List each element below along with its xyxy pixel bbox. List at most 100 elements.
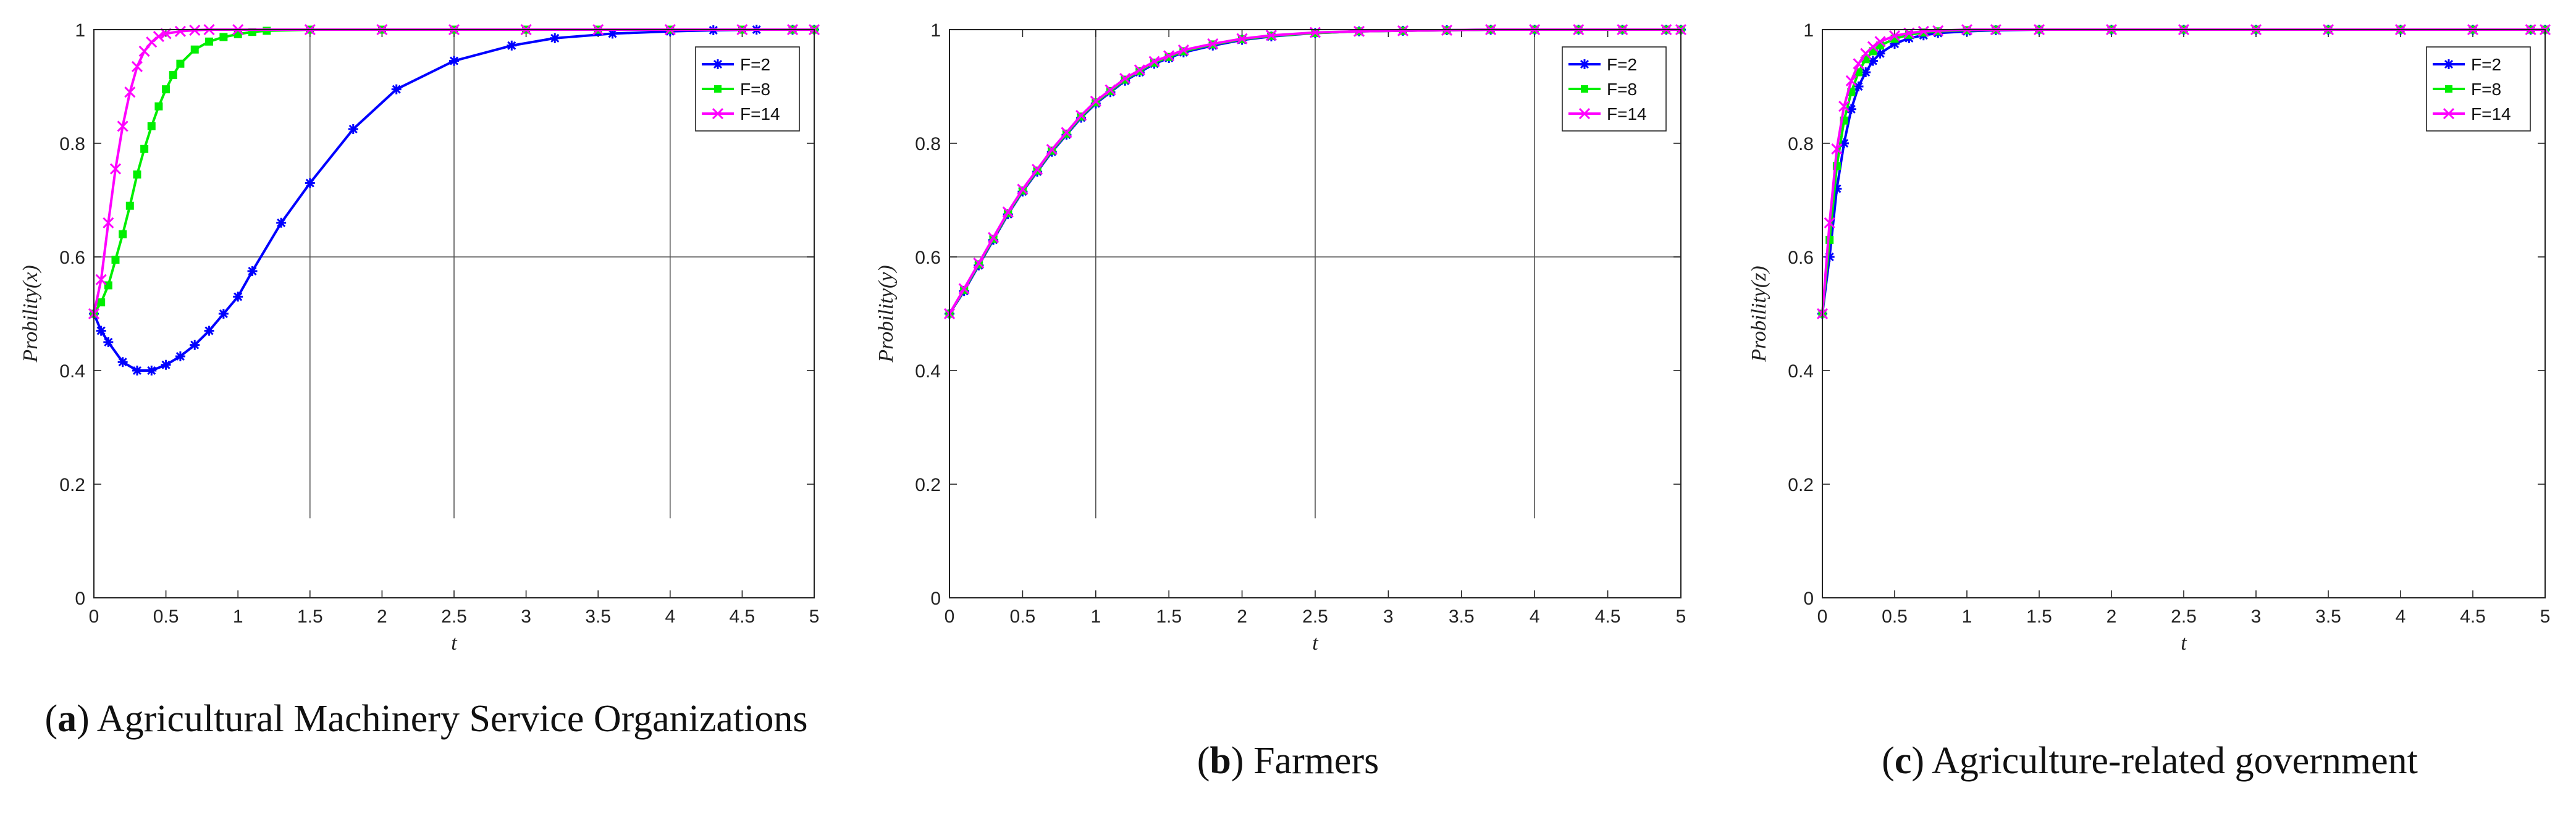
chart-c-series-f14-point <box>1845 75 1857 86</box>
chart-b-xtick-label: 2.5 <box>1302 606 1328 627</box>
chart-b-series-f14-point <box>973 258 985 269</box>
chart-c-ytick-label: 0.8 <box>1788 134 1814 154</box>
chart-c-series-f2-point <box>1832 183 1842 194</box>
chart-a-series-f14-point <box>95 274 107 285</box>
chart-a-series-f2-point <box>233 291 243 302</box>
chart-c-ytick-label: 0.6 <box>1788 248 1814 268</box>
chart-a-series-f8-point <box>140 145 149 153</box>
chart-a-series-f2-point <box>276 217 287 228</box>
chart-a-series-f14-point <box>131 61 143 72</box>
chart-b-series-f14-point <box>1163 50 1175 62</box>
chart-a-series-f8-point <box>97 298 106 307</box>
chart-c-series-f2-point <box>1846 104 1856 114</box>
chart-a-series-f2-point <box>117 357 128 367</box>
chart-b-series-f14-point <box>1075 109 1087 121</box>
chart-b-series-f14-point <box>958 283 970 295</box>
chart-a-legend-entry-f2-label: F=2 <box>740 55 770 74</box>
chart-a-series-f2-point <box>204 325 214 336</box>
chart-a-series-f8-point <box>169 71 177 80</box>
chart-c-series-f2-point <box>1853 82 1864 91</box>
chart-a-series-f2-point <box>175 351 185 361</box>
chart-b-series-f14-point <box>1061 127 1072 138</box>
chart-c-legend-entry-f8-label: F=8 <box>2471 80 2501 99</box>
chart-c-svg: 0 0.5 1 1.5 2 2.5 3 3.5 4 4.5 5 0 0.2 0.4 0.6 0.8 1 t Prob… <box>1748 20 2551 655</box>
chart-b-series-f14-point <box>1017 183 1029 195</box>
chart-b-series-f14-point <box>987 232 1000 243</box>
chart-c-series-f2-point <box>1839 138 1850 148</box>
chart-c-ylabel: Probility(z) <box>1748 266 1770 363</box>
chart-b-series-f14-point <box>1397 25 1409 36</box>
chart-a-xtick-label: 2 <box>377 606 387 627</box>
chart-b-xtick-label: 4.5 <box>1595 606 1621 627</box>
chart-c-series-f14-point <box>1853 58 1864 70</box>
chart-a-series-f14-point <box>174 25 186 37</box>
chart-b-series-f14-point <box>1032 164 1043 175</box>
chart-c-legend-entry-f2-marker <box>2444 59 2454 69</box>
chart-b-xtick-label: 5 <box>1676 606 1686 627</box>
chart-b-legend-entry-f8-label: F=8 <box>1607 80 1637 99</box>
chart-a-legend-entry-f14-label: F=14 <box>740 104 780 124</box>
chart-b-series-f14-point <box>1148 56 1160 67</box>
chart-a-series-f2-point <box>550 33 560 43</box>
caption-b: (b) Farmers <box>1197 740 1379 782</box>
chart-b-ytick-label: 0.6 <box>915 248 941 268</box>
chart-b-legend-entry-f2-marker <box>1580 59 1589 69</box>
chart-a-series-f2-point <box>218 309 229 319</box>
chart-a-series-f2-point <box>449 56 459 66</box>
chart-c-series-f2-point <box>1861 67 1871 77</box>
chart-a-series-f8-point <box>104 281 112 290</box>
chart-b-xtick-label: 3 <box>1383 606 1394 627</box>
chart-a-series-f14-point <box>109 163 122 175</box>
caption-b-text: Farmers <box>1253 740 1379 782</box>
chart-b-series-f14-point <box>1090 95 1101 107</box>
chart-b-series-f14-point <box>1105 84 1116 96</box>
chart-panel-b: 0 0.5 1 1.5 2 2.5 3 3.5 4 4.5 5 0 0.2 0.4 0.6 0.8 1 t Prob… <box>856 0 1720 822</box>
chart-c-xtick-label: 0 <box>1817 606 1828 627</box>
chart-a-series-f14-point <box>124 86 136 98</box>
chart-b-series-f14-point <box>1046 144 1058 156</box>
chart-a-xtick-label: 4 <box>665 606 675 627</box>
chart-c-series-f2-point <box>1824 252 1835 262</box>
chart-a-xtick-label: 1 <box>233 606 243 627</box>
chart-c-legend-entry-f14-marker <box>2443 107 2455 120</box>
chart-b-legend: F=2 F=8 F=14 <box>1562 46 1667 132</box>
chart-a-legend-entry-f2: F=2 <box>702 55 770 74</box>
chart-c-xtick-label: 2.5 <box>2171 606 2197 627</box>
chart-c-xtick-label: 3.5 <box>2315 606 2341 627</box>
chart-c-xtick-label: 1 <box>1962 606 1972 627</box>
chart-c-xtick-label: 4 <box>2396 606 2406 627</box>
chart-c-ytick-label: 0.2 <box>1788 475 1814 495</box>
chart-a-series-f2-point <box>348 124 358 134</box>
chart-c-xtick-label: 3 <box>2251 606 2262 627</box>
chart-a-ytick-label: 0.6 <box>59 248 85 268</box>
chart-a-series-f8-point <box>147 122 156 130</box>
chart-b-series-f14-point <box>1177 44 1189 56</box>
chart-c-legend-entry-f2: F=2 <box>2433 55 2501 74</box>
chart-b-xlabel: t <box>1312 632 1319 655</box>
chart-b-series-f14-point <box>1265 30 1277 41</box>
chart-c-xlabel: t <box>2181 632 2187 655</box>
chart-a-ytick-label: 0 <box>75 589 85 609</box>
chart-a-series-f2-point <box>391 84 402 94</box>
chart-b-legend-entry-f2: F=2 <box>1568 55 1637 74</box>
chart-a-svg: 0 0.5 1 1.5 2 2.5 3 3.5 4 4.5 5 0 0.2 0.4 0.6 0.8 1 t Prob… <box>19 20 820 655</box>
chart-b-ytick-label: 0 <box>930 589 941 609</box>
chart-a-legend: F=2 F=8 F=14 <box>695 46 800 132</box>
chart-a-legend-entry-f8: F=8 <box>702 80 770 99</box>
chart-b-svg: 0 0.5 1 1.5 2 2.5 3 3.5 4 4.5 5 0 0.2 0.4 0.6 0.8 1 t Prob… <box>875 20 1687 655</box>
chart-a-series-f14-point <box>138 45 150 57</box>
chart-a-series-f8-point <box>119 230 127 238</box>
chart-b-series-f14-point <box>1134 64 1145 76</box>
chart-panel-a: 0 0.5 1 1.5 2 2.5 3 3.5 4 4.5 5 0 0.2 0.4 0.6 0.8 1 t Prob… <box>0 0 852 822</box>
chart-b-xtick-label: 0.5 <box>1010 606 1036 627</box>
chart-a-series-f14-point <box>103 217 114 229</box>
chart-a-ylabel: Probility(x) <box>19 265 42 363</box>
chart-a-series-f8-point <box>162 85 170 94</box>
caption-c: (c) Agriculture-related government <box>1882 740 2418 782</box>
chart-b-frame <box>949 29 1682 598</box>
chart-b-series-f14-point <box>1353 25 1365 37</box>
chart-c-series-f14-point <box>1874 36 1886 48</box>
chart-a-xlabel: t <box>451 632 458 655</box>
chart-c-xtick-label: 5 <box>2540 606 2551 627</box>
chart-c-xtick-label: 1.5 <box>2026 606 2052 627</box>
